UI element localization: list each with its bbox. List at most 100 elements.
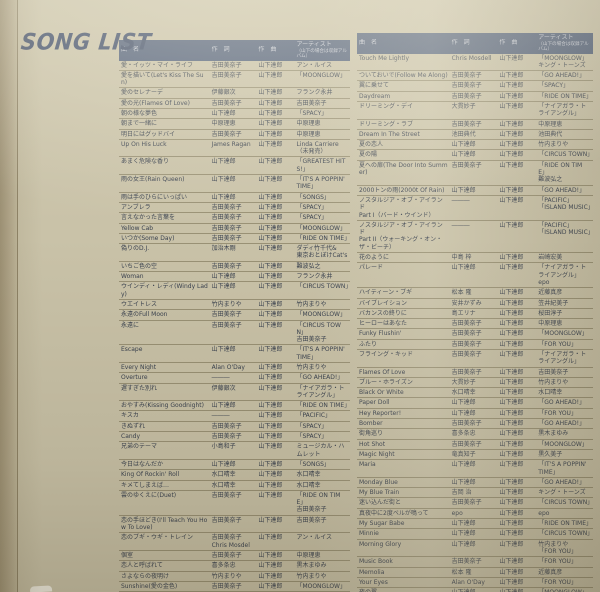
song-title-cell: ノスタルジア・オブ・アイランド Part I（バード・ウインド） [359, 196, 443, 219]
table-row: 永遠に 吉田美奈子 山下達郎 「CIRCUS TOWN」 吉田美奈子 [119, 321, 350, 346]
table-row: 真夜中に2度ベルが鳴って epo 山下達郎 epo [357, 509, 593, 520]
song-title-cell: 言えなかった言葉を [121, 214, 176, 222]
song-title-cell: ウエイトレス [121, 300, 158, 308]
table-row: Woman 山下達郎 山下達郎 フランク永井 [119, 272, 350, 283]
table-row: 兄弟のテーマ 小島和子 山下達郎 ミュージカル・ハムレット [119, 442, 350, 460]
artist-cell: Linda Carriere（未発売） [296, 140, 339, 156]
song-table-right: 曲 名 作 詞 作 曲 アーティスト （山下の場合は収録アルバム） Touch … [357, 33, 593, 592]
lyricist-cell: 喜多条忠 [211, 562, 236, 570]
table-row: 言えなかった言葉を 吉田美奈子 山下達郎 「SPACY」 [119, 213, 350, 224]
table-row: 雨は手のひらにいっぱい 山下達郎 山下達郎 「SONGS」 [119, 193, 350, 203]
artist-cell: 「RIDE ON TIME」 [296, 234, 350, 242]
table-row: 愛・イッツ・マイ・ライフ 吉田美奈子 山下達郎 アン・ルイス [119, 61, 350, 71]
table-row: 遅すぎた別れ 伊藤銀次 山下達郎 「ナイアガラ・トライアングル」 [119, 384, 350, 402]
artist-cell: 水口晴幸 [538, 389, 563, 397]
lyricist-cell: 吉田美奈子 [211, 234, 242, 242]
song-title-cell: ついておいで(Follow Me Along) [359, 72, 448, 80]
artist-cell: アン・ルイス [296, 534, 333, 542]
composer-cell: 山下達郎 [499, 351, 524, 358]
lyricist-cell: 山下達郎 [451, 151, 476, 159]
artist-cell: 笠井紀美子 [538, 299, 569, 307]
artist-cell: 「GO AHEAD!」 [538, 420, 586, 428]
song-title-cell: Every Night [121, 364, 157, 371]
composer-cell: 山下達郎 [258, 99, 283, 107]
artist-cell: 「CIRCUS TOWN」 [538, 499, 593, 507]
artist-cell: 「PACIFIC」 「ISLAND MUSIC」 [538, 196, 593, 212]
song-title-cell: バイブレイション [359, 299, 408, 307]
song-title-cell: 夏への扉(The Door Into Summer) [359, 161, 448, 177]
artist-cell: epo [538, 509, 550, 517]
song-title-cell: Black Or White [359, 389, 404, 397]
song-title-cell: キメてしまえば… [121, 481, 170, 489]
song-title-cell: Flames Of Love [359, 368, 406, 376]
column-header-artist: アーティスト （山下の場合は収録アルバム） [294, 41, 350, 60]
table-row: Funky Flushin' 吉田美奈子 山下達郎 「MOONGLOW」 [357, 329, 593, 340]
artist-cell: 「ナイアガラ・トライアングル」 epo [538, 264, 587, 286]
artist-cell: キング・トーンズ [538, 489, 586, 497]
composer-cell: 山下達郎 [499, 221, 524, 229]
lyricist-cell: 吉田美奈子 [211, 71, 242, 79]
table-row: Monday Blue 山下達郎 山下達郎 「GO AHEAD!」 [357, 478, 593, 489]
composer-cell: 山下達郎 [258, 481, 283, 489]
artist-cell: 「FOR YOU」 [538, 578, 577, 586]
composer-cell: 山下達郎 [258, 364, 283, 371]
song-title-cell: いつか(Some Day) [121, 234, 175, 242]
lyricist-cell: 中島 梓 [451, 254, 472, 262]
artist-cell: フランク永井 [296, 89, 333, 97]
lyricist-cell: 島エリナ [451, 309, 476, 317]
song-title-cell: Candy [121, 433, 141, 441]
lyricist-cell: 山下達郎 [451, 478, 476, 486]
lyricist-cell: 伊藤銀次 [211, 384, 236, 392]
lyricist-cell: 大貫妙子 [451, 102, 476, 110]
lyricist-cell: 吉田美奈子 [451, 558, 482, 566]
lyricist-cell: 山下達郎 [211, 460, 236, 468]
composer-cell: 山下達郎 [499, 92, 524, 100]
table-row: Dream In The Street 池田典代 山下達郎 池田典代 [357, 130, 593, 141]
lyricist-cell: 山下達郎 [211, 176, 236, 184]
lyricist-cell: 吉田美奈子 [211, 516, 242, 524]
lyricist-cell: 吉田美奈子 [451, 330, 482, 338]
artist-cell: 難波弘之 [296, 262, 321, 270]
artist-cell: 「GO AHEAD!」 [296, 374, 344, 382]
song-title-cell: Sunshine(愛の金色) [121, 582, 178, 590]
lyricist-cell: 水口晴幸 [211, 481, 236, 489]
song-title-cell: 夏の恋人 [359, 141, 384, 149]
table-row: ドリーミング・ラブ 吉田美奈子 山下達郎 中原理恵 [357, 120, 593, 130]
song-title-cell: 花のように [359, 254, 390, 262]
table-row: キスカ ――― 山下達郎 「PACIFIC」 [119, 411, 350, 422]
composer-cell: 山下達郎 [499, 299, 524, 307]
lyricist-cell: 吉田美奈子 [211, 582, 242, 590]
table-row: Bomber 吉田美奈子 山下達郎 「GO AHEAD!」 [357, 419, 593, 430]
artist-cell: 「GO AHEAD!」 [538, 72, 586, 80]
song-title-cell: 永遠のFull Moon [121, 311, 168, 319]
composer-cell: 山下達郎 [258, 193, 283, 201]
table-header: 曲 名 作 詞 作 曲 アーティスト （山下の場合は収録アルバム） [119, 40, 350, 61]
song-title-cell: ヒーローはあなた [359, 320, 408, 328]
table-row: アンブレラ 吉田美奈子 山下達郎 「SPACY」 [119, 203, 350, 214]
lyricist-cell: 吉田美奈子 [451, 161, 482, 169]
lyricist-cell: Alan O'Day [211, 364, 245, 371]
artist-cell: 黒久美子 [538, 450, 563, 458]
table-body: 愛・イッツ・マイ・ライフ 吉田美奈子 山下達郎 アン・ルイス 愛を描いて(Let's K… [119, 61, 350, 592]
paper-tear-mark [29, 585, 53, 592]
table-row: Paper Doll 山下達郎 山下達郎 「GO AHEAD!」 [357, 398, 593, 409]
table-row: 愛を描いて(Let's Kiss The Sun) 吉田美奈子 山下達郎 「MOONG… [119, 71, 350, 89]
song-title-cell: 愛を描いて(Let's Kiss The Sun) [121, 71, 204, 87]
artist-cell: 「ナイアガラ・トライアングル」 [538, 351, 587, 366]
artist-cell: 「GO AHEAD!」 [538, 478, 586, 486]
artist-cell: 「ナイアガラ・トライアングル」 [296, 384, 345, 399]
song-title-cell: Maria [359, 461, 376, 469]
artist-cell: 「MOONGLOW」 [296, 71, 346, 79]
composer-cell: 山下達郎 [258, 384, 283, 392]
table-row: Escape 山下達郎 山下達郎 「IT'S A POPPIN' TIME」 [119, 345, 350, 363]
song-title-cell: さよならの夜明け [121, 572, 170, 580]
lyricist-cell: ――― [451, 221, 470, 229]
composer-cell: 山下達郎 [499, 54, 524, 62]
song-title-cell: 夜の翼 [357, 588, 450, 592]
composer-cell: 山下達郎 [258, 582, 283, 590]
lyricist-cell: 吉田美奈子 [211, 311, 242, 319]
composer-cell: 山下達郎 [258, 61, 283, 69]
composer-cell: 山下達郎 [258, 176, 283, 184]
lyricist-cell: 小島和子 [211, 443, 236, 451]
song-title-cell: Hot Shot [359, 440, 386, 448]
